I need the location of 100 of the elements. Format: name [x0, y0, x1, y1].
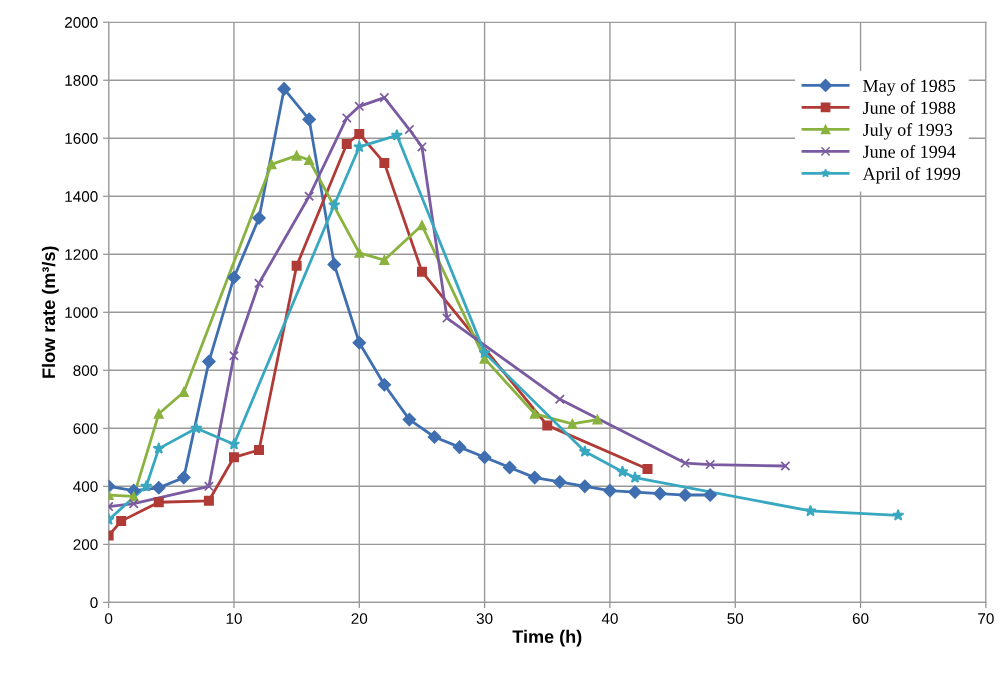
point [427, 430, 442, 444]
y-tick-label: 1800 [65, 75, 98, 86]
x-tick-label: 30 [476, 613, 493, 624]
point [703, 488, 717, 502]
point [266, 159, 277, 170]
point [578, 445, 591, 457]
point [152, 442, 165, 454]
point [892, 508, 905, 521]
point [402, 412, 417, 427]
point [190, 421, 203, 434]
x-tick-label: 50 [727, 613, 744, 624]
y-tick-label: 1200 [65, 249, 98, 260]
y-axis-title: Flow rate (m³/s) [41, 246, 59, 378]
point [404, 124, 415, 135]
point [705, 459, 716, 470]
point [478, 346, 491, 359]
y-tick-label: 1600 [65, 133, 98, 144]
point [128, 498, 139, 509]
point [153, 408, 164, 419]
point [379, 157, 390, 168]
point [302, 112, 316, 127]
legend-label: May of 1985 [863, 79, 956, 96]
point [529, 408, 540, 419]
point [377, 378, 392, 392]
point [328, 198, 341, 211]
point [352, 336, 367, 350]
point [354, 101, 365, 112]
point [379, 255, 390, 266]
y-tick-label: 600 [73, 423, 98, 434]
point [254, 278, 265, 289]
point [553, 475, 567, 489]
point [202, 354, 216, 369]
point [653, 486, 667, 501]
x-tick-label: 40 [601, 613, 618, 624]
y-tick-label: 0 [90, 597, 98, 609]
point [178, 387, 189, 398]
legend-label: April of 1999 [862, 166, 961, 184]
y-tick-label: 1000 [65, 307, 98, 318]
x-tick-label: 70 [978, 613, 994, 624]
point [354, 247, 365, 258]
x-tick-label: 60 [852, 613, 869, 624]
point [678, 488, 692, 502]
point [228, 452, 239, 463]
point [304, 154, 315, 165]
point [304, 191, 315, 202]
y-tick-label: 200 [73, 539, 98, 551]
y-tick-label: 400 [73, 481, 98, 492]
point [578, 479, 592, 494]
point [603, 483, 617, 498]
y-tick-label: 1400 [65, 191, 98, 202]
point [416, 220, 427, 231]
point [203, 495, 214, 506]
point [177, 470, 191, 485]
y-tick-label: 2000 [65, 17, 98, 28]
point [528, 470, 542, 485]
point [291, 150, 302, 161]
point [353, 140, 366, 153]
point [227, 270, 241, 285]
x-tick-label: 10 [226, 613, 242, 624]
point [416, 266, 427, 277]
point [477, 450, 492, 465]
point [140, 479, 153, 492]
point [203, 481, 214, 492]
point [227, 437, 241, 450]
point [452, 440, 467, 454]
point [502, 460, 517, 475]
point [542, 420, 553, 431]
point [116, 516, 127, 527]
point [616, 465, 629, 478]
x-axis-title: Time (h) [512, 629, 582, 647]
legend-label: July of 1993 [862, 122, 953, 140]
point [442, 313, 453, 324]
point [642, 463, 653, 474]
point [780, 461, 791, 472]
x-tick-label: 0 [105, 613, 113, 624]
point [680, 458, 691, 469]
x-tick-label: 20 [351, 613, 368, 624]
point [379, 92, 390, 103]
point [628, 471, 642, 483]
point [277, 82, 291, 96]
point [804, 504, 817, 517]
point [628, 485, 642, 499]
legend-label: June of 1988 [862, 101, 956, 114]
point [327, 257, 341, 272]
point [152, 481, 166, 495]
point [341, 112, 352, 123]
point [416, 141, 427, 152]
point [554, 394, 565, 405]
legend-label: June of 1994 [862, 144, 956, 158]
point [592, 414, 603, 425]
y-tick-label: 800 [73, 365, 98, 376]
point [354, 128, 365, 139]
point [291, 260, 302, 271]
point [254, 445, 265, 456]
point [567, 418, 578, 429]
point [390, 128, 404, 141]
point [252, 211, 266, 225]
point [341, 139, 352, 150]
point [228, 350, 239, 361]
point [153, 497, 164, 508]
